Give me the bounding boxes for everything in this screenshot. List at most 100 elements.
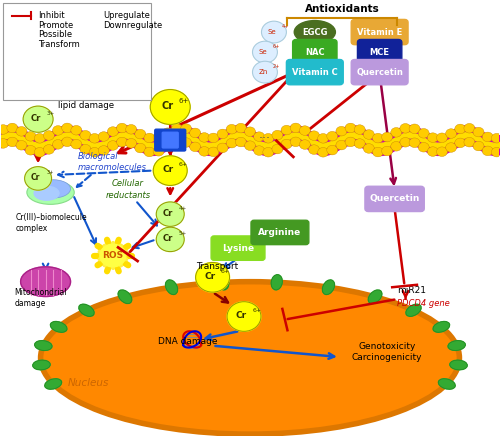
Text: ...: ... [259,128,271,141]
Circle shape [318,147,328,157]
FancyBboxPatch shape [2,3,152,101]
Circle shape [62,137,72,147]
Text: Biological
macromolecules: Biological macromolecules [78,152,147,172]
Circle shape [0,139,8,148]
Ellipse shape [50,322,67,332]
Circle shape [400,124,411,133]
Circle shape [455,124,466,134]
Text: 6+: 6+ [221,269,230,274]
Ellipse shape [271,275,282,290]
Circle shape [372,147,384,157]
Circle shape [98,146,109,155]
Text: MCE: MCE [370,48,390,57]
Circle shape [23,106,53,132]
Ellipse shape [36,180,70,198]
Ellipse shape [368,290,382,304]
Circle shape [108,141,118,150]
Circle shape [428,133,438,142]
Circle shape [89,147,100,157]
Ellipse shape [322,280,334,295]
Circle shape [252,61,278,83]
Circle shape [263,133,274,143]
Circle shape [80,144,91,154]
Circle shape [98,132,109,141]
Ellipse shape [47,284,453,432]
Circle shape [409,138,420,148]
Text: Cr: Cr [204,272,216,281]
Circle shape [372,133,384,143]
Circle shape [52,139,64,149]
Text: miR21: miR21 [397,285,426,295]
Ellipse shape [20,267,70,296]
Circle shape [7,137,18,147]
Ellipse shape [34,186,59,200]
Circle shape [190,128,200,138]
Circle shape [272,144,283,154]
Circle shape [345,137,356,147]
Text: Cr: Cr [31,173,40,182]
Text: Se: Se [268,28,276,35]
Circle shape [144,133,155,143]
Circle shape [226,139,237,148]
Circle shape [308,145,320,154]
Circle shape [252,41,278,63]
Text: 2+: 2+ [272,64,280,69]
Text: Cr: Cr [236,311,247,320]
Text: Vitamin C: Vitamin C [292,68,338,76]
Circle shape [196,263,230,292]
Text: 6+: 6+ [178,98,189,104]
Circle shape [263,147,274,157]
FancyBboxPatch shape [162,132,178,148]
Circle shape [190,142,200,152]
Circle shape [126,139,136,148]
Text: Cr: Cr [162,101,174,111]
Circle shape [108,127,118,136]
Circle shape [226,125,237,134]
Text: 4+: 4+ [282,24,288,29]
Text: Nucleus: Nucleus [68,378,110,388]
Circle shape [150,90,190,125]
Text: Cellular
reductants: Cellular reductants [106,180,150,200]
Text: Promote: Promote [38,21,74,30]
Circle shape [227,302,261,331]
Ellipse shape [218,275,229,290]
FancyBboxPatch shape [351,59,408,85]
Circle shape [34,147,45,157]
Text: Cr(III)–biomolecule
complex: Cr(III)–biomolecule complex [16,212,88,232]
Text: 3+: 3+ [46,111,55,116]
Text: Transport: Transport [196,263,238,271]
Circle shape [44,131,54,140]
Circle shape [364,130,374,139]
Ellipse shape [118,290,132,304]
FancyBboxPatch shape [365,186,424,212]
Circle shape [473,127,484,137]
Circle shape [464,123,475,133]
Circle shape [244,141,256,150]
Circle shape [336,140,347,150]
Circle shape [153,132,164,142]
Circle shape [34,134,45,143]
Circle shape [418,128,429,138]
Text: 3+: 3+ [46,170,54,175]
Circle shape [281,139,292,149]
Circle shape [482,146,493,156]
Circle shape [364,144,374,153]
Circle shape [25,146,36,155]
Circle shape [116,123,128,133]
Circle shape [318,134,328,143]
Circle shape [217,129,228,139]
Circle shape [391,142,402,151]
Circle shape [154,156,187,185]
Circle shape [254,132,264,142]
Circle shape [473,141,484,151]
Circle shape [71,139,82,149]
Text: Cr: Cr [162,165,173,174]
Circle shape [172,138,182,147]
Ellipse shape [433,322,450,332]
Circle shape [327,132,338,141]
Ellipse shape [27,180,74,205]
Circle shape [428,147,438,156]
Text: Transform: Transform [38,40,80,49]
Circle shape [25,132,36,141]
Text: Lysine: Lysine [222,243,254,253]
